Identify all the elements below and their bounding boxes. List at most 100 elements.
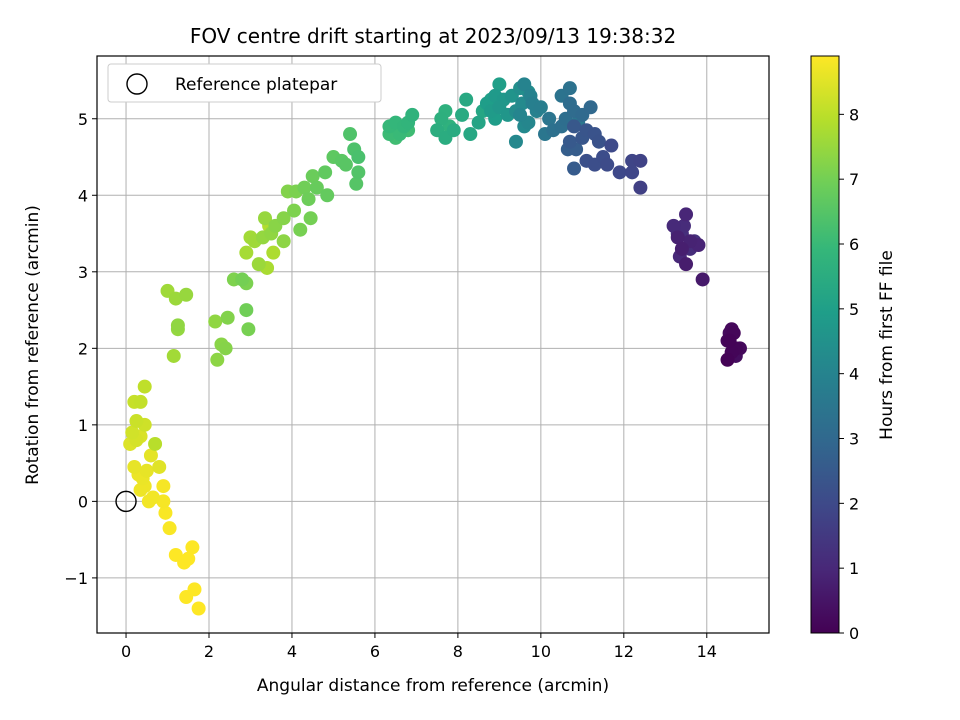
data-point: [293, 222, 308, 237]
x-axis-ticks: 0 2 4 6 8 10 12 14: [121, 633, 717, 661]
data-point: [722, 333, 737, 348]
data-point: [220, 310, 235, 325]
x-tick-label: 2: [204, 642, 214, 661]
data-point: [258, 211, 272, 226]
data-point: [266, 245, 281, 260]
data-point: [455, 107, 470, 122]
x-tick-label: 14: [697, 642, 717, 661]
data-point: [320, 188, 335, 203]
data-point: [208, 314, 223, 329]
data-point: [166, 348, 181, 363]
data-point: [276, 234, 291, 249]
data-point: [583, 100, 598, 115]
data-point: [297, 180, 312, 195]
data-point: [405, 107, 420, 122]
colorbar-tick-label: 3: [849, 430, 859, 449]
data-point: [218, 341, 233, 356]
data-point: [251, 257, 266, 272]
y-tick-label: 2: [78, 339, 88, 358]
colorbar-tick-label: 2: [849, 494, 859, 513]
data-point: [139, 463, 154, 478]
x-tick-label: 6: [370, 642, 380, 661]
plot-area-frame: [96, 55, 770, 634]
reference-marker: [115, 490, 137, 513]
data-point: [241, 322, 256, 337]
data-point: [604, 138, 619, 153]
data-point: [591, 134, 606, 149]
y-tick-label: −1: [64, 569, 88, 588]
data-point: [508, 134, 523, 149]
data-point: [129, 414, 144, 429]
x-tick-label: 10: [531, 642, 551, 661]
data-point: [666, 218, 681, 233]
colorbar-tick-label: 7: [849, 170, 859, 189]
chart-title: FOV centre drift starting at 2023/09/13 …: [190, 24, 676, 48]
colorbar-tick-label: 5: [849, 300, 859, 319]
x-axis-label: Angular distance from reference (arcmin): [257, 676, 609, 696]
data-point: [187, 582, 202, 597]
data-point: [459, 92, 474, 107]
data-point: [170, 318, 185, 333]
data-point: [162, 521, 177, 536]
data-point: [181, 551, 196, 566]
x-tick-label: 12: [614, 642, 634, 661]
colorbar-tick-label: 0: [849, 624, 859, 643]
data-point: [276, 211, 291, 226]
x-tick-label: 8: [453, 642, 463, 661]
colorbar-label: Hours from first FF file: [877, 250, 897, 440]
data-point: [305, 169, 320, 184]
data-point: [301, 192, 316, 207]
data-point: [567, 161, 582, 176]
data-point: [343, 127, 358, 142]
data-point: [351, 150, 366, 165]
data-point: [533, 100, 548, 115]
data-point: [338, 157, 353, 172]
data-point: [492, 77, 507, 92]
data-point: [287, 203, 302, 218]
data-point: [674, 241, 689, 256]
data-point: [143, 448, 158, 463]
colorbar-tick-label: 4: [849, 365, 859, 384]
data-point: [600, 157, 615, 172]
data-point: [125, 425, 140, 440]
y-tick-label: 4: [78, 186, 88, 205]
data-point: [351, 165, 366, 180]
data-point: [463, 127, 478, 142]
data-point: [679, 257, 694, 272]
data-point: [318, 165, 333, 180]
data-point: [235, 272, 250, 287]
colorbar: 0 1 2 3 4 5 6 7 8 Hours from first FF file: [810, 55, 897, 643]
data-point: [434, 111, 449, 126]
y-tick-label: 0: [78, 492, 88, 511]
data-point: [133, 482, 148, 497]
data-point: [471, 115, 486, 130]
data-point: [127, 459, 142, 474]
data-point: [158, 505, 173, 520]
data-point: [513, 107, 528, 122]
data-point: [446, 123, 461, 138]
colorbar-gradient: [810, 55, 840, 634]
data-point: [517, 77, 532, 92]
legend-label-reference: Reference platepar: [175, 75, 337, 95]
data-point: [137, 379, 152, 394]
data-point: [349, 176, 364, 191]
data-point: [676, 218, 691, 233]
colorbar-ticks: 0 1 2 3 4 5 6 7 8: [839, 105, 859, 643]
data-point: [191, 601, 206, 616]
data-point: [562, 81, 577, 96]
data-point: [185, 540, 200, 555]
data-points: [123, 77, 747, 616]
data-point: [133, 394, 148, 409]
y-axis-label: Rotation from reference (arcmin): [23, 205, 43, 485]
data-point: [695, 272, 710, 287]
data-point: [239, 245, 254, 260]
data-point: [542, 111, 557, 126]
data-point: [146, 490, 160, 505]
y-tick-label: 3: [78, 263, 88, 282]
x-tick-label: 4: [287, 642, 297, 661]
data-point: [612, 165, 627, 180]
data-point: [152, 459, 167, 474]
y-tick-label: 1: [78, 416, 88, 435]
colorbar-tick-label: 8: [849, 105, 859, 124]
